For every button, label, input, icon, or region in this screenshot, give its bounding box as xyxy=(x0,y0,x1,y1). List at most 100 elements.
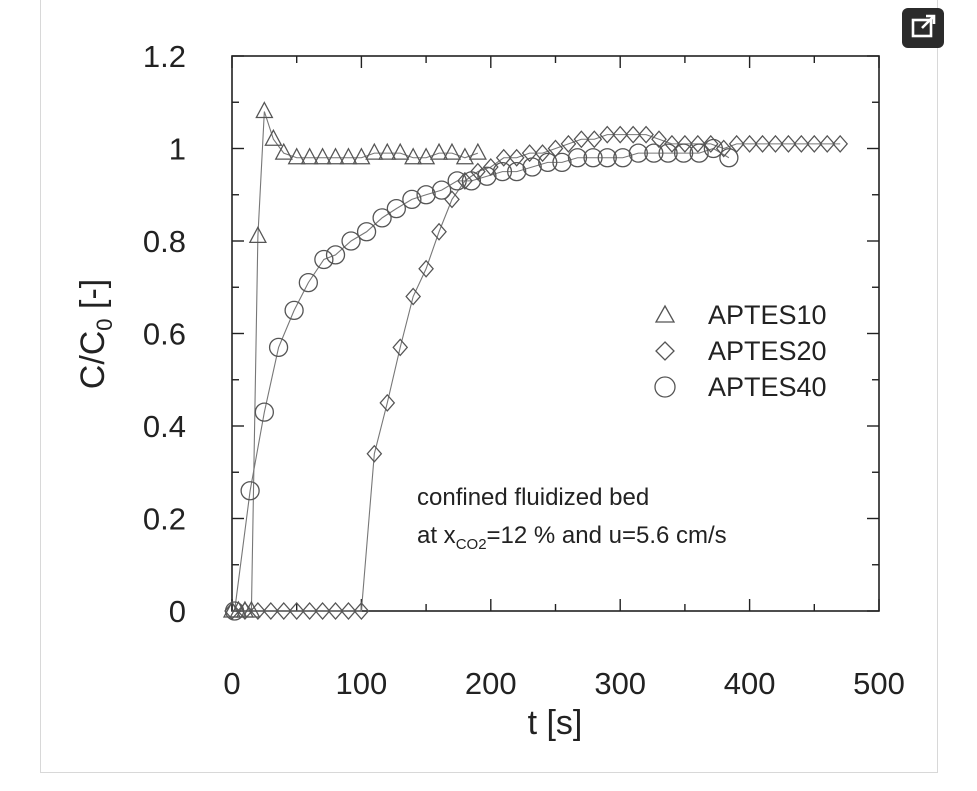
data-point-aptes10 xyxy=(468,142,487,160)
data-point-aptes10 xyxy=(255,101,274,119)
y-axis-title: C/C0 [-] xyxy=(74,279,117,389)
data-point-aptes40 xyxy=(268,337,289,358)
data-point-aptes20 xyxy=(250,602,266,620)
data-point-aptes20 xyxy=(392,338,409,357)
data-point-aptes20 xyxy=(664,134,680,153)
data-point-aptes40 xyxy=(372,208,392,228)
data-point-aptes20 xyxy=(327,602,344,620)
data-point-aptes40 xyxy=(689,143,709,163)
data-point-aptes20 xyxy=(495,148,512,167)
data-point-aptes20 xyxy=(741,134,758,153)
data-point-aptes40 xyxy=(613,148,633,168)
annotation-line-1: confined fluidized bed xyxy=(417,484,649,511)
data-point-aptes10 xyxy=(404,147,423,165)
frame-bottom-border xyxy=(40,772,938,773)
legend: APTES10 APTES20 APTES40 xyxy=(654,300,827,402)
data-point-aptes20 xyxy=(237,602,253,620)
data-point-aptes10 xyxy=(455,147,475,165)
data-point-aptes40 xyxy=(567,148,588,168)
data-point-aptes20 xyxy=(780,134,797,153)
data-point-aptes20 xyxy=(534,144,551,163)
data-point-aptes20 xyxy=(612,125,629,144)
data-point-aptes20 xyxy=(715,139,732,158)
data-point-aptes20 xyxy=(508,148,525,167)
data-point-aptes40 xyxy=(492,161,513,182)
data-point-aptes40 xyxy=(522,157,542,177)
legend-label-aptes20: APTES20 xyxy=(708,336,827,366)
y-tick-label: 0.8 xyxy=(143,224,186,259)
frame-right-border xyxy=(937,0,938,773)
data-point-aptes20 xyxy=(573,130,590,149)
data-point-aptes40 xyxy=(254,402,275,422)
x-tick-label: 100 xyxy=(336,666,388,701)
data-point-aptes20 xyxy=(482,158,499,176)
data-point-aptes10 xyxy=(248,225,267,244)
x-tick-label: 500 xyxy=(853,666,905,701)
data-point-aptes20 xyxy=(366,444,383,463)
data-point-aptes20 xyxy=(586,130,603,149)
data-point-aptes40 xyxy=(284,300,304,321)
data-marks xyxy=(222,101,849,621)
data-point-aptes20 xyxy=(767,134,784,153)
y-tick-label: 1.2 xyxy=(143,39,186,74)
data-point-aptes40 xyxy=(224,601,245,621)
data-point-aptes40 xyxy=(719,148,739,168)
data-point-aptes20 xyxy=(314,602,331,620)
y-tick-label: 0.2 xyxy=(143,502,186,537)
data-point-aptes10 xyxy=(274,142,293,160)
data-point-aptes20 xyxy=(521,144,538,163)
x-tick-label: 200 xyxy=(465,666,517,701)
data-point-aptes10 xyxy=(352,147,371,165)
data-point-aptes20 xyxy=(301,602,318,620)
data-point-aptes40 xyxy=(673,143,694,163)
y-tick-label: 1 xyxy=(169,132,186,167)
data-point-aptes40 xyxy=(314,249,334,270)
axis-ticks xyxy=(231,55,880,612)
data-point-aptes40 xyxy=(431,180,452,200)
legend-diamond-icon xyxy=(655,341,675,361)
data-point-aptes20 xyxy=(340,602,357,620)
tick-labels: 0 100 200 300 400 500 0 0.2 0.4 0.6 0.8 1 1.2 xyxy=(143,39,905,701)
legend-item-aptes20: APTES20 xyxy=(655,336,827,366)
data-point-aptes40 xyxy=(538,152,558,173)
data-point-aptes40 xyxy=(416,185,436,205)
data-point-aptes20 xyxy=(806,134,823,153)
data-point-aptes40 xyxy=(477,166,497,186)
data-point-aptes20 xyxy=(793,134,810,153)
legend-label-aptes10: APTES10 xyxy=(708,300,827,330)
x-axis-title: t [s] xyxy=(528,704,583,742)
legend-label-aptes40: APTES40 xyxy=(708,372,827,402)
data-point-aptes10 xyxy=(378,142,397,160)
data-point-aptes40 xyxy=(583,148,603,168)
expand-button[interactable] xyxy=(902,8,944,48)
data-point-aptes20 xyxy=(457,171,473,190)
data-point-aptes20 xyxy=(677,134,693,153)
data-point-aptes40 xyxy=(447,171,467,191)
data-point-aptes20 xyxy=(431,222,447,241)
data-point-aptes20 xyxy=(754,134,771,153)
data-point-aptes20 xyxy=(832,134,849,153)
data-point-aptes40 xyxy=(703,138,724,159)
data-point-aptes40 xyxy=(402,189,422,210)
data-point-aptes20 xyxy=(689,134,706,153)
frame-left-border xyxy=(40,0,41,773)
data-point-aptes20 xyxy=(288,602,305,620)
x-tick-label: 400 xyxy=(724,666,776,701)
data-point-aptes40 xyxy=(298,272,318,293)
data-point-aptes10 xyxy=(429,142,449,160)
data-point-aptes20 xyxy=(560,134,577,153)
x-tick-label: 300 xyxy=(594,666,646,701)
data-point-aptes20 xyxy=(353,602,370,620)
data-point-aptes40 xyxy=(461,171,482,191)
data-point-aptes10 xyxy=(287,147,306,165)
data-point-aptes20 xyxy=(599,125,616,144)
data-point-aptes20 xyxy=(405,287,422,306)
y-tick-label: 0 xyxy=(169,594,186,629)
data-point-aptes20 xyxy=(275,602,292,620)
data-point-aptes10 xyxy=(365,142,384,160)
data-point-aptes10 xyxy=(326,147,345,165)
data-point-aptes40 xyxy=(507,161,527,182)
data-point-aptes20 xyxy=(651,130,667,149)
annotation-line-2: at xCO2=12 % and u=5.6 cm/s xyxy=(417,522,727,553)
data-point-aptes40 xyxy=(341,231,361,251)
